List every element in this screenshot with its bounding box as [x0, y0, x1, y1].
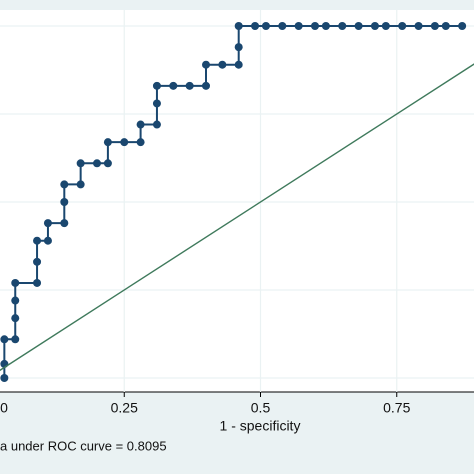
point: [76, 159, 85, 168]
x-axis-title: 1 - specificity: [220, 418, 301, 434]
point: [261, 22, 270, 30]
point: [152, 81, 161, 90]
point: [381, 22, 390, 30]
point: [321, 22, 330, 30]
point: [202, 81, 210, 90]
point: [43, 219, 52, 228]
point: [441, 22, 450, 30]
point: [11, 335, 20, 344]
point: [354, 22, 363, 30]
point: [60, 180, 69, 189]
x-tick-label: 0: [0, 400, 8, 416]
note: a under ROC curve = 0.8095: [0, 438, 167, 453]
point: [60, 219, 69, 228]
plot-region: [0, 10, 474, 392]
point: [103, 159, 112, 168]
point: [202, 60, 210, 69]
point: [338, 22, 347, 30]
series-line: [0, 63, 474, 372]
point: [136, 120, 145, 129]
point: [218, 60, 227, 69]
point: [76, 180, 85, 189]
point: [278, 22, 287, 30]
point: [398, 22, 407, 30]
point: [234, 60, 243, 69]
point: [33, 236, 42, 245]
point: [294, 22, 303, 30]
point: [0, 374, 9, 382]
point: [414, 22, 423, 30]
point: [60, 198, 69, 206]
point: [103, 138, 112, 147]
point: [185, 81, 194, 90]
point: [33, 257, 42, 266]
point: [43, 236, 52, 245]
point: [136, 138, 145, 147]
point: [311, 22, 319, 30]
point: [234, 43, 243, 52]
point: [11, 314, 20, 323]
point: [430, 22, 439, 30]
point: [458, 22, 467, 30]
point: [33, 278, 42, 287]
x-tick-label: 0.5: [251, 400, 271, 416]
x-tick-label: 0.75: [383, 400, 410, 416]
point: [11, 278, 20, 287]
point: [251, 22, 260, 30]
point: [120, 138, 129, 147]
point: [169, 81, 178, 90]
point: [93, 159, 101, 168]
point: [11, 296, 20, 305]
point: [0, 335, 9, 344]
point: [234, 22, 243, 30]
point: [152, 99, 161, 108]
point: [152, 120, 161, 129]
point: [370, 22, 379, 30]
x-tick-label: 0.25: [111, 400, 138, 416]
